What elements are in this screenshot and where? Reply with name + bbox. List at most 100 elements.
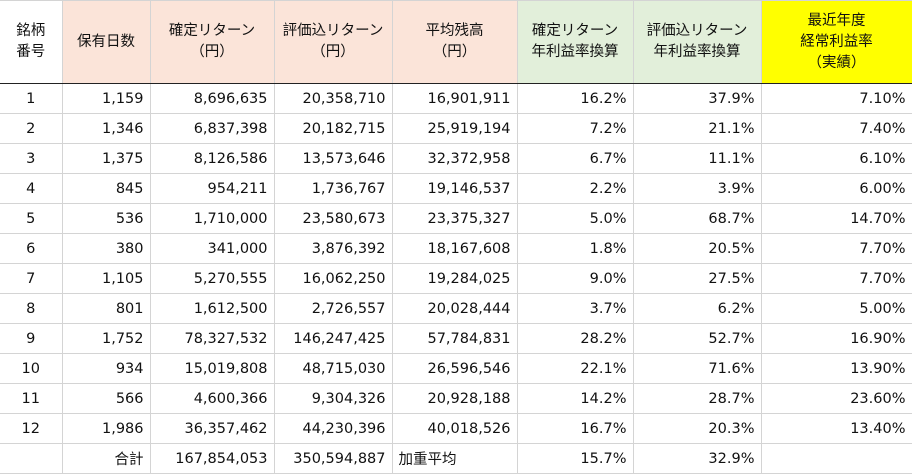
cell-realized-rate[interactable]: 3.7% [516,293,634,324]
cell-realized-rate[interactable]: 7.2% [516,113,634,144]
cell-valuation[interactable]: 13,573,646 [273,143,393,174]
cell-realized-rate[interactable]: 16.2% [516,83,634,114]
cell-days[interactable]: 1,375 [61,143,151,174]
cell-ordinary-rate[interactable]: 13.90% [760,353,912,384]
cell-ordinary-rate[interactable]: 7.40% [760,113,912,144]
cell-days[interactable]: 536 [61,203,151,234]
cell-avg-balance[interactable]: 18,167,608 [391,233,518,264]
cell-code[interactable]: 5 [0,203,63,234]
cell-ordinary-rate[interactable]: 6.10% [760,143,912,174]
cell-code[interactable]: 12 [0,413,63,444]
header-code[interactable]: 銘柄 番号 [0,0,63,84]
cell-days[interactable]: 1,986 [61,413,151,444]
cell-ordinary-rate[interactable]: 13.40% [760,413,912,444]
header-days[interactable]: 保有日数 [61,0,151,84]
cell-ordinary-rate[interactable]: 7.70% [760,263,912,294]
cell-valuation-rate[interactable]: 3.9% [632,173,762,204]
cell-avg-balance[interactable]: 23,375,327 [391,203,518,234]
cell-valuation[interactable]: 23,580,673 [273,203,393,234]
cell-ordinary-rate[interactable]: 5.00% [760,293,912,324]
cell-realized-rate[interactable]: 6.7% [516,143,634,174]
header-valuation[interactable]: 評価込リターン （円） [273,0,393,84]
cell-avg-balance[interactable]: 57,784,831 [391,323,518,354]
cell-code[interactable]: 6 [0,233,63,264]
cell-days[interactable]: 934 [61,353,151,384]
cell-ordinary-rate[interactable]: 23.60% [760,383,912,414]
cell-realized-rate[interactable]: 14.2% [516,383,634,414]
cell-valuation-rate[interactable]: 37.9% [632,83,762,114]
cell-realized-rate[interactable]: 1.8% [516,233,634,264]
cell-code[interactable]: 4 [0,173,63,204]
cell-code[interactable]: 1 [0,83,63,114]
cell-realized[interactable]: 8,696,635 [149,83,275,114]
total-label[interactable]: 合計 [61,443,151,474]
cell-avg-balance[interactable]: 25,919,194 [391,113,518,144]
cell-realized[interactable]: 954,211 [149,173,275,204]
cell-valuation[interactable]: 2,726,557 [273,293,393,324]
cell-valuation-rate[interactable]: 20.3% [632,413,762,444]
cell-avg-balance[interactable]: 32,372,958 [391,143,518,174]
cell-days[interactable]: 380 [61,233,151,264]
cell-realized-rate[interactable]: 16.7% [516,413,634,444]
total-realized[interactable]: 167,854,053 [149,443,275,474]
cell-realized[interactable]: 6,837,398 [149,113,275,144]
cell-realized-rate[interactable]: 5.0% [516,203,634,234]
cell-valuation[interactable]: 20,358,710 [273,83,393,114]
total-valuation-rate[interactable]: 32.9% [632,443,762,474]
cell-valuation-rate[interactable]: 71.6% [632,353,762,384]
cell-valuation[interactable]: 9,304,326 [273,383,393,414]
cell-ordinary-rate[interactable]: 16.90% [760,323,912,354]
cell-valuation-rate[interactable]: 27.5% [632,263,762,294]
cell-avg-balance[interactable]: 26,596,546 [391,353,518,384]
cell-ordinary-rate[interactable]: 6.00% [760,173,912,204]
cell-realized-rate[interactable]: 22.1% [516,353,634,384]
cell-code[interactable]: 8 [0,293,63,324]
cell-days[interactable]: 1,752 [61,323,151,354]
cell-realized[interactable]: 36,357,462 [149,413,275,444]
header-avg-balance[interactable]: 平均残高 （円） [391,0,518,84]
cell-valuation-rate[interactable]: 11.1% [632,143,762,174]
cell-realized[interactable]: 5,270,555 [149,263,275,294]
total-valuation[interactable]: 350,594,887 [273,443,393,474]
header-realized-rate[interactable]: 確定リターン 年利益率換算 [516,0,634,84]
cell-ordinary-rate[interactable]: 7.10% [760,83,912,114]
cell-valuation-rate[interactable]: 21.1% [632,113,762,144]
cell-days[interactable]: 566 [61,383,151,414]
cell-valuation-rate[interactable]: 52.7% [632,323,762,354]
cell-realized[interactable]: 78,327,532 [149,323,275,354]
cell-realized-rate[interactable]: 28.2% [516,323,634,354]
cell-realized-rate[interactable]: 2.2% [516,173,634,204]
cell-days[interactable]: 1,159 [61,83,151,114]
cell-days[interactable]: 845 [61,173,151,204]
cell-avg-balance[interactable]: 40,018,526 [391,413,518,444]
cell-valuation-rate[interactable]: 20.5% [632,233,762,264]
cell-code[interactable]: 11 [0,383,63,414]
cell-valuation[interactable]: 1,736,767 [273,173,393,204]
cell-code[interactable]: 7 [0,263,63,294]
cell-realized[interactable]: 1,710,000 [149,203,275,234]
cell-code[interactable]: 2 [0,113,63,144]
cell-empty[interactable] [0,443,63,474]
cell-realized[interactable]: 341,000 [149,233,275,264]
cell-valuation[interactable]: 20,182,715 [273,113,393,144]
weighted-average-label[interactable]: 加重平均 [391,443,518,474]
cell-code[interactable]: 3 [0,143,63,174]
cell-realized[interactable]: 1,612,500 [149,293,275,324]
cell-valuation[interactable]: 146,247,425 [273,323,393,354]
header-ordinary-rate[interactable]: 最近年度 経常利益率 （実績） [760,0,912,84]
cell-days[interactable]: 1,346 [61,113,151,144]
total-realized-rate[interactable]: 15.7% [516,443,634,474]
cell-avg-balance[interactable]: 20,028,444 [391,293,518,324]
cell-days[interactable]: 1,105 [61,263,151,294]
cell-ordinary-rate[interactable]: 7.70% [760,233,912,264]
cell-valuation[interactable]: 48,715,030 [273,353,393,384]
cell-valuation[interactable]: 44,230,396 [273,413,393,444]
cell-realized-rate[interactable]: 9.0% [516,263,634,294]
cell-valuation-rate[interactable]: 6.2% [632,293,762,324]
cell-valuation[interactable]: 16,062,250 [273,263,393,294]
cell-ordinary-rate[interactable]: 14.70% [760,203,912,234]
cell-code[interactable]: 9 [0,323,63,354]
cell-valuation-rate[interactable]: 28.7% [632,383,762,414]
cell-realized[interactable]: 4,600,366 [149,383,275,414]
cell-avg-balance[interactable]: 19,146,537 [391,173,518,204]
